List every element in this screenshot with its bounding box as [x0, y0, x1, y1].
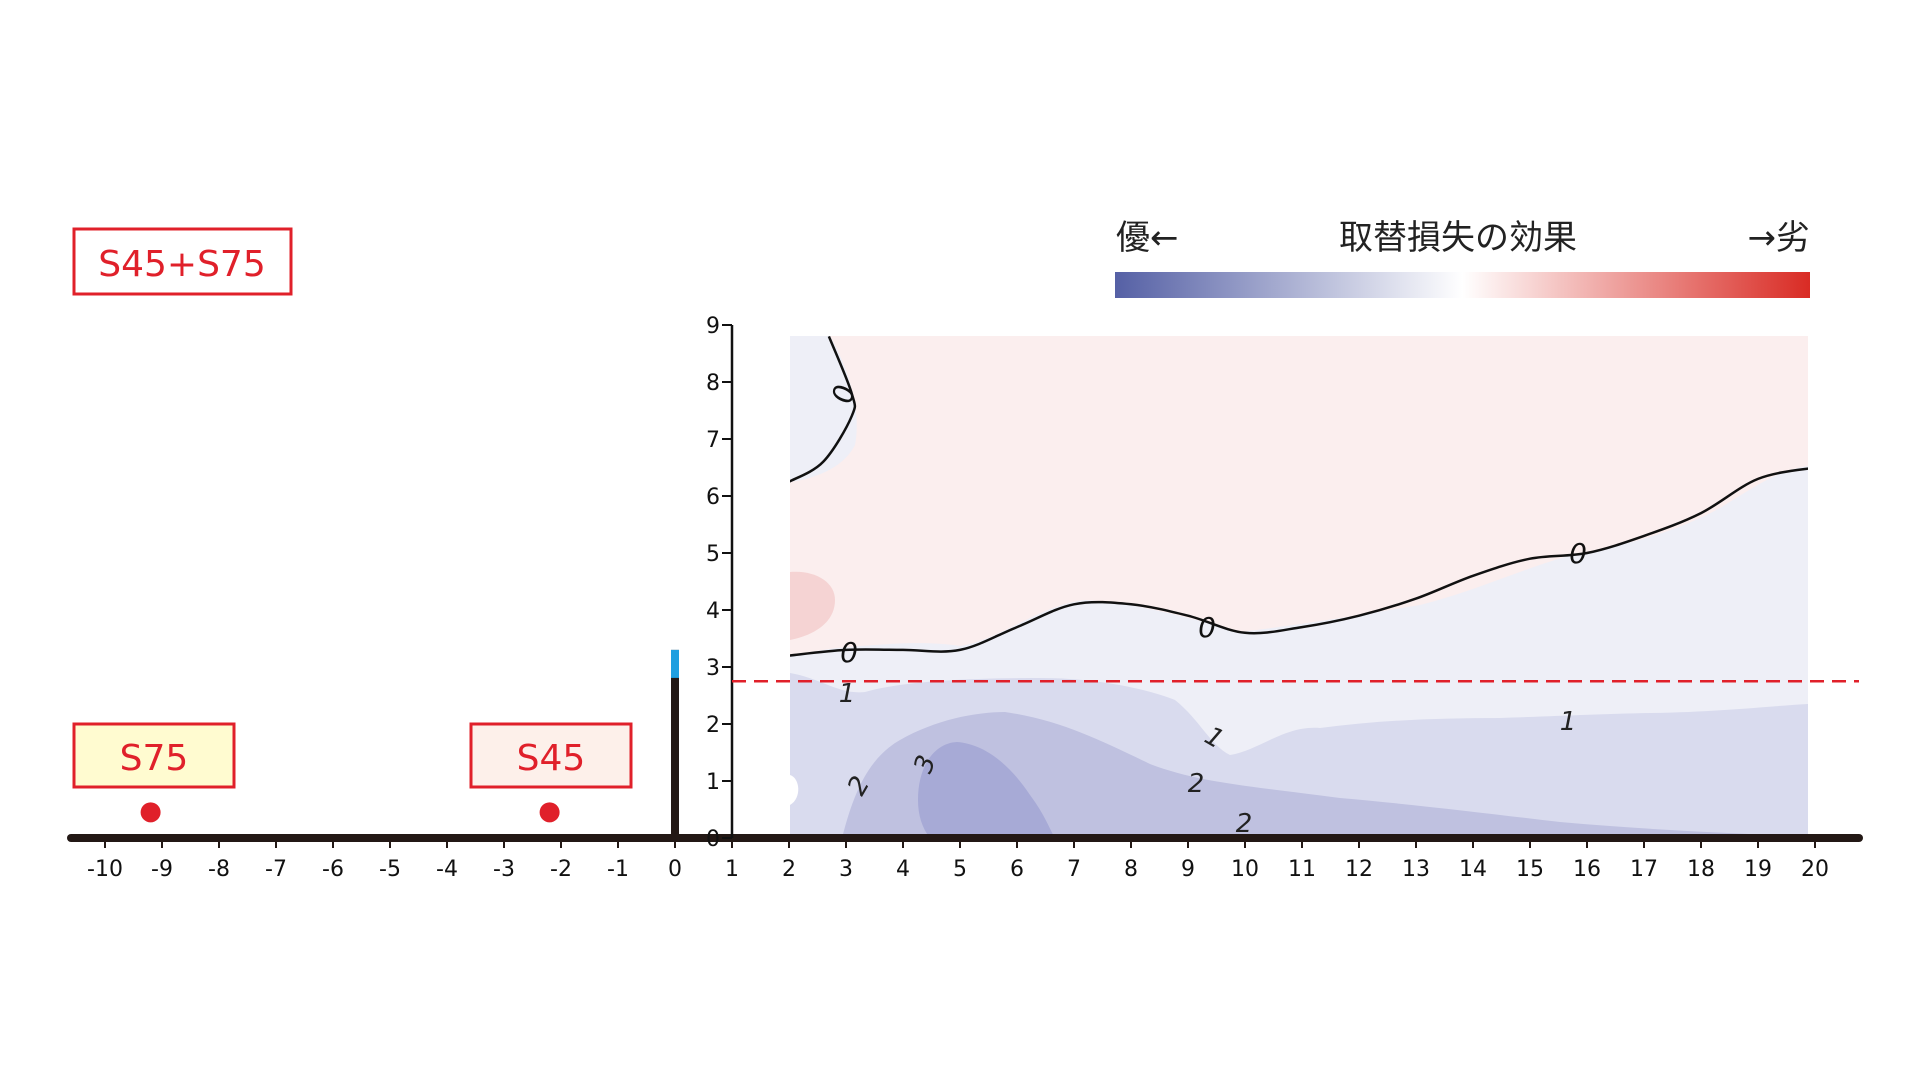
colorbar [1115, 272, 1810, 298]
marks [140, 649, 1859, 838]
region-level-3 [918, 742, 1055, 838]
x-tick-label: 6 [1010, 857, 1024, 882]
x-tick-label: 20 [1801, 857, 1829, 882]
x-tick-label: -2 [550, 857, 572, 882]
s45-label-box: S45 [469, 722, 633, 789]
y-tick-label: 3 [706, 656, 720, 681]
x-tick-label: 13 [1402, 857, 1430, 882]
contour-label: 2 [1236, 809, 1253, 839]
s75-label-box: S75 [72, 722, 236, 789]
y-tick-label: 5 [706, 542, 720, 567]
region-level-2 [790, 712, 1808, 838]
x-tick-label: 2 [782, 857, 796, 882]
y-tick-label: 4 [706, 599, 720, 624]
x-tick-label: -9 [151, 857, 173, 882]
region-zero-left [790, 336, 857, 482]
colorbar-right-label: →劣 [1748, 218, 1811, 258]
x-tick-label: 17 [1630, 857, 1658, 882]
axes: -10 -9 -8 -7 -6 -5 -4 -3 -2 -1 0 1 2 3 4 5 6 7 8 9 10 11 12 13 1… [67, 314, 1863, 882]
x-tick-label: 9 [1181, 857, 1195, 882]
contour-label: 1 [839, 679, 856, 709]
y-tick-label: 0 [706, 827, 720, 852]
x-tick-label: -7 [265, 857, 287, 882]
contour-label: 0 [840, 636, 858, 669]
combo-label: S45+S75 [98, 244, 265, 285]
contour-lines [790, 336, 1808, 657]
x-tick-label: 5 [953, 857, 967, 882]
x-tick-label: -4 [436, 857, 458, 882]
y-tick-label: 2 [706, 713, 720, 738]
x-tick-label: -1 [607, 857, 629, 882]
y-tick-label: 7 [706, 428, 720, 453]
contour-label: 2 [1188, 769, 1205, 799]
contour-label: 0 [1198, 611, 1216, 644]
contour-label: 1 [1560, 707, 1577, 737]
contour-field [790, 336, 1808, 838]
s45-label: S45 [517, 738, 586, 779]
x-tick-label: -6 [322, 857, 344, 882]
region-white-spot [790, 775, 799, 805]
y-tick-label: 8 [706, 371, 720, 396]
x-tick-label: 15 [1516, 857, 1544, 882]
x-tick-label: 14 [1459, 857, 1487, 882]
contour-label: 0 [1569, 537, 1587, 570]
y-tick-label: 1 [706, 770, 720, 795]
colorbar-left-label: 優← [1116, 218, 1179, 258]
x-tick-label: -5 [379, 857, 401, 882]
x-tick-label: 10 [1231, 857, 1259, 882]
contour-line-0 [790, 336, 857, 483]
contour-line-0 [790, 467, 1808, 657]
x-tick-label: -8 [208, 857, 230, 882]
barrier [671, 649, 679, 838]
x-tick-label: -3 [493, 857, 515, 882]
x-tick-label: 1 [725, 857, 739, 882]
region-warm-spot [790, 571, 835, 640]
x-tick-label: 0 [668, 857, 682, 882]
x-tick-label: 4 [896, 857, 910, 882]
x-tick-label: 16 [1573, 857, 1601, 882]
point-s45 [539, 802, 560, 823]
barrier-top [671, 649, 679, 678]
y-tick-label: 9 [706, 314, 720, 339]
colorbar-title: 取替損失の効果 [1339, 218, 1577, 258]
point-s75 [140, 802, 161, 823]
x-tick-label: 8 [1124, 857, 1138, 882]
s75-label: S75 [120, 738, 189, 779]
x-tick-label: 7 [1067, 857, 1081, 882]
x-tick-label: 3 [839, 857, 853, 882]
combo-label-box: S45+S75 [72, 227, 293, 296]
x-tick-label: 19 [1744, 857, 1772, 882]
x-tick-label: 11 [1288, 857, 1316, 882]
x-tick-label: 12 [1345, 857, 1373, 882]
y-tick-label: 6 [706, 485, 720, 510]
x-tick-label: -10 [87, 857, 123, 882]
x-tick-label: 18 [1687, 857, 1715, 882]
